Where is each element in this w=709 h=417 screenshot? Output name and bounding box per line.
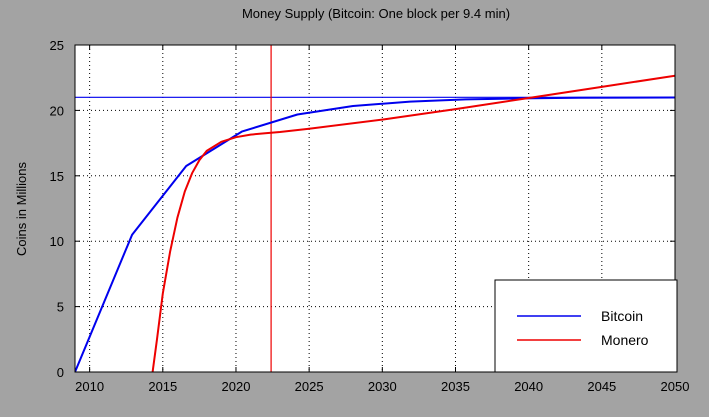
series-line-monero [151, 74, 675, 372]
y-tick-label: 25 [50, 38, 64, 53]
y-axis-label: Coins in Millions [14, 162, 29, 256]
plot-frame [74, 44, 676, 373]
y-tick-label: 20 [50, 103, 64, 118]
legend: Bitcoin Monero [494, 279, 678, 373]
series-line-bitcoin [75, 96, 675, 372]
legend-label-bitcoin: Bitcoin [601, 308, 643, 324]
x-tick-label: 2050 [661, 379, 690, 394]
y-tick-label: 5 [57, 300, 64, 315]
x-tick-label: 2030 [368, 379, 397, 394]
x-tick-label: 2045 [587, 379, 616, 394]
y-tick-label: 0 [57, 365, 64, 380]
x-tick-label: 2015 [148, 379, 177, 394]
legend-box [494, 279, 678, 373]
x-tick-label: 2010 [75, 379, 104, 394]
x-tick-label: 2035 [441, 379, 470, 394]
y-tick-label: 15 [50, 169, 64, 184]
legend-label-monero: Monero [601, 332, 649, 348]
x-tick-label: 2040 [514, 379, 543, 394]
x-tick-label: 2025 [295, 379, 324, 394]
y-tick-label: 10 [50, 234, 64, 249]
x-tick-label: 2020 [222, 379, 251, 394]
chart-title: Money Supply (Bitcoin: One block per 9.4… [242, 6, 510, 21]
